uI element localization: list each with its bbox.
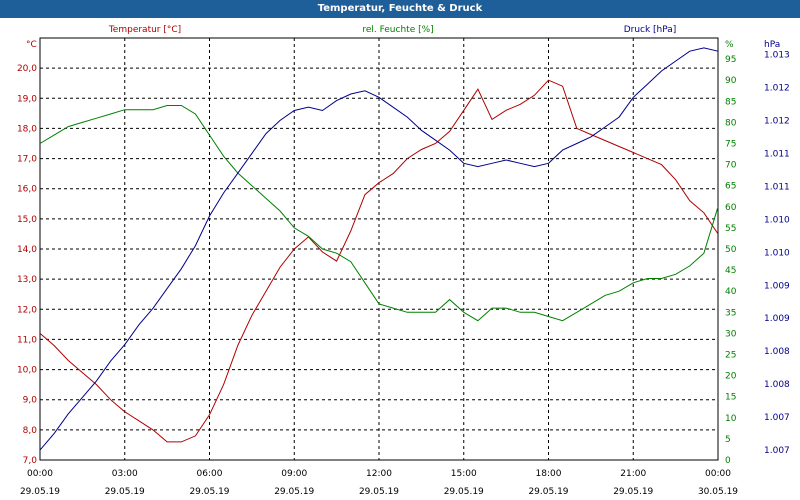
x-tick-label-time: 03:00 — [112, 469, 138, 479]
x-tick-label-date: 29.05.19 — [20, 487, 60, 497]
x-tick-label-time: 00:00 — [27, 469, 53, 479]
y-right1-tick-label: 50 — [725, 245, 737, 255]
series-line — [39, 105, 719, 322]
y-left-tick-label: 14,0 — [17, 245, 37, 255]
y-right1-tick-label: 85 — [725, 97, 736, 107]
series-line — [39, 47, 719, 451]
y-right1-tick-label: 15 — [725, 393, 736, 403]
y-right1-tick-label: 30 — [725, 329, 737, 339]
y-right2-tick-label: 1.010 — [764, 215, 790, 225]
y-right2-tick-label: 1.011 — [764, 182, 790, 192]
x-tick-label-date: 29.05.19 — [189, 487, 229, 497]
series-line — [39, 79, 719, 443]
x-tick-label-date: 29.05.19 — [359, 487, 399, 497]
y-right2-tick-label: 1.012 — [764, 116, 790, 126]
y-right1-tick-label: 60 — [725, 203, 737, 213]
x-tick-label-date: 30.05.19 — [698, 487, 738, 497]
y-right1-tick-label: 75 — [725, 140, 736, 150]
y-right1-tick-label: 40 — [725, 287, 737, 297]
y-left-tick-label: 9,0 — [23, 396, 38, 406]
x-tick-label-date: 29.05.19 — [274, 487, 314, 497]
y-left-tick-label: 15,0 — [17, 215, 37, 225]
y-left-tick-label: 20,0 — [17, 64, 37, 74]
y-left-tick-label: 13,0 — [17, 275, 37, 285]
x-tick-label-date: 29.05.19 — [613, 487, 653, 497]
y-left-tick-label: 17,0 — [17, 155, 37, 165]
chart-title: Temperatur, Feuchte & Druck — [317, 3, 483, 14]
x-tick-label-date: 29.05.19 — [105, 487, 145, 497]
y-left-tick-label: 12,0 — [17, 305, 37, 315]
y-right2-tick-label: 1.008 — [764, 347, 790, 357]
y-left-axis-label: °C — [26, 40, 37, 50]
y-right2-tick-label: 1.009 — [764, 314, 790, 324]
y-left-tick-label: 19,0 — [17, 94, 37, 104]
x-tick-label-time: 12:00 — [366, 469, 392, 479]
y-right1-axis-label: % — [725, 40, 734, 50]
legend-entry: Druck [hPa] — [624, 25, 677, 35]
y-right2-tick-label: 1.008 — [764, 380, 790, 390]
chart-title-bar: Temperatur, Feuchte & Druck — [0, 0, 800, 18]
y-right2-axis-label: hPa — [764, 40, 780, 50]
y-right1-tick-label: 90 — [725, 76, 737, 86]
x-tick-label-time: 18:00 — [536, 469, 562, 479]
x-tick-label-date: 29.05.19 — [528, 487, 568, 497]
y-right2-tick-label: 1.010 — [764, 248, 790, 258]
x-tick-label-time: 06:00 — [197, 469, 223, 479]
y-right1-tick-label: 10 — [725, 414, 737, 424]
x-tick-label-time: 21:00 — [620, 469, 646, 479]
y-right1-tick-label: 55 — [725, 224, 736, 234]
y-left-tick-label: 7,0 — [23, 456, 38, 466]
y-right1-tick-label: 65 — [725, 182, 736, 192]
y-left-tick-label: 8,0 — [23, 426, 38, 436]
y-right2-tick-label: 1.011 — [764, 149, 790, 159]
y-left-tick-label: 11,0 — [17, 335, 37, 345]
y-left-tick-label: 18,0 — [17, 124, 37, 134]
x-tick-label-date: 29.05.19 — [444, 487, 484, 497]
x-tick-label-time: 15:00 — [451, 469, 477, 479]
y-right2-tick-label: 1.007 — [764, 446, 790, 456]
y-right1-tick-label: 80 — [725, 118, 737, 128]
y-right1-tick-label: 35 — [725, 308, 736, 318]
y-right1-tick-label: 25 — [725, 351, 736, 361]
y-right1-tick-label: 0 — [725, 456, 731, 466]
y-right2-tick-label: 1.009 — [764, 281, 790, 291]
y-right1-tick-label: 5 — [725, 435, 731, 445]
y-right1-tick-label: 70 — [725, 161, 737, 171]
legend-entry: Temperatur [°C] — [108, 25, 181, 35]
y-left-tick-label: 10,0 — [17, 366, 37, 376]
y-right1-tick-label: 45 — [725, 266, 736, 276]
y-right2-tick-label: 1.013 — [764, 50, 790, 60]
y-right1-tick-label: 20 — [725, 372, 737, 382]
y-left-tick-label: 16,0 — [17, 185, 37, 195]
legend-entry: rel. Feuchte [%] — [362, 25, 433, 35]
y-right1-tick-label: 95 — [725, 55, 736, 65]
x-tick-label-time: 09:00 — [281, 469, 307, 479]
y-right2-tick-label: 1.007 — [764, 413, 790, 423]
weather-chart: 00:00 29.05.19 03:00 29.05.19 06:00 29.05.19 0… — [17, 25, 790, 497]
x-tick-label-time: 00:00 — [705, 469, 731, 479]
y-right2-tick-label: 1.012 — [764, 83, 790, 93]
